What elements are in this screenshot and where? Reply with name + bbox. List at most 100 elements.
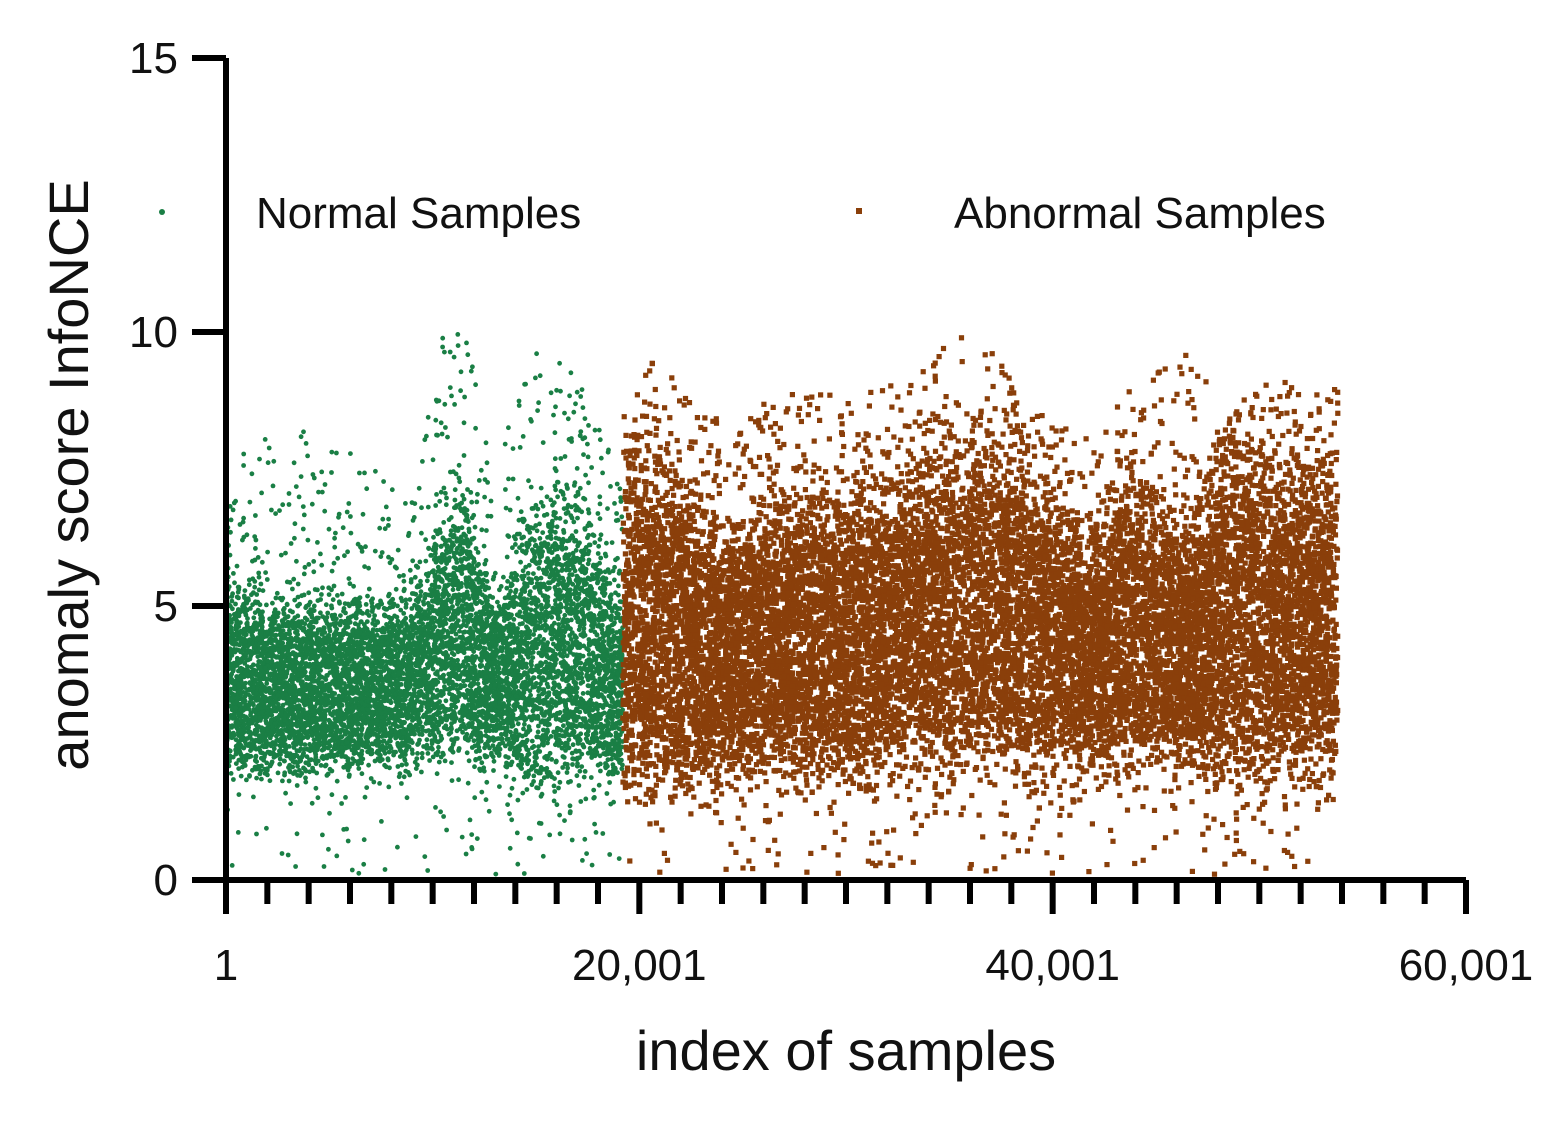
- data-point: [558, 780, 563, 785]
- data-point: [585, 442, 590, 447]
- data-point: [252, 579, 257, 584]
- data-point: [383, 526, 388, 531]
- data-point: [441, 520, 446, 525]
- data-point: [575, 574, 580, 579]
- data-point: [437, 499, 442, 504]
- data-point: [607, 852, 612, 857]
- data-point: [426, 415, 431, 420]
- data-point: [467, 569, 472, 574]
- data-point: [251, 615, 256, 620]
- data-point: [276, 626, 281, 631]
- data-point: [518, 622, 523, 627]
- data-point: [378, 554, 383, 559]
- data-point: [553, 487, 558, 492]
- data-point: [579, 764, 584, 769]
- data-point: [455, 687, 460, 692]
- data-point: [562, 613, 567, 618]
- data-point: [432, 624, 437, 629]
- data-point: [327, 592, 332, 597]
- data-point: [485, 480, 490, 485]
- data-point: [339, 801, 344, 806]
- data-point: [462, 453, 467, 458]
- data-point: [554, 468, 559, 473]
- data-point: [413, 575, 418, 580]
- data-point: [299, 434, 304, 439]
- data-point: [456, 526, 461, 531]
- data-point: [271, 484, 276, 489]
- data-point: [580, 858, 585, 863]
- data-point: [306, 538, 311, 543]
- data-point: [528, 538, 533, 543]
- data-point: [369, 776, 374, 781]
- data-point: [455, 332, 460, 337]
- data-point: [301, 527, 306, 532]
- data-point: [280, 851, 285, 856]
- data-point: [263, 570, 268, 575]
- data-point: [533, 637, 538, 642]
- data-point: [565, 663, 570, 668]
- data-point: [379, 819, 384, 824]
- data-point: [448, 385, 453, 390]
- data-point: [415, 751, 420, 756]
- data-point: [314, 640, 319, 645]
- data-point: [380, 550, 385, 555]
- data-point: [405, 795, 410, 800]
- data-point: [240, 538, 245, 543]
- series-normal-points: [224, 332, 625, 876]
- data-point: [265, 550, 270, 555]
- data-point: [536, 730, 541, 735]
- data-point: [615, 770, 620, 775]
- data-point: [508, 508, 513, 513]
- data-point: [553, 456, 558, 461]
- data-point: [535, 408, 540, 413]
- data-point: [562, 506, 567, 511]
- data-point: [475, 492, 480, 497]
- data-point: [555, 524, 560, 529]
- data-point: [470, 364, 475, 369]
- data-point: [394, 587, 399, 592]
- data-point: [582, 837, 587, 842]
- data-point: [597, 783, 602, 788]
- data-point: [501, 575, 506, 580]
- data-point: [319, 592, 324, 597]
- data-point: [319, 763, 324, 768]
- data-point: [516, 721, 521, 726]
- data-point: [548, 580, 553, 585]
- data-point: [605, 791, 610, 796]
- data-point: [570, 838, 575, 843]
- data-point: [443, 425, 448, 430]
- data-point: [285, 580, 290, 585]
- data-point: [617, 760, 622, 765]
- data-point: [619, 766, 624, 771]
- data-point: [531, 571, 536, 576]
- data-point: [320, 833, 325, 838]
- data-point: [283, 551, 288, 556]
- data-point: [294, 559, 299, 564]
- data-point: [464, 852, 469, 857]
- data-point: [503, 487, 508, 492]
- data-point: [303, 565, 308, 570]
- data-point: [253, 513, 258, 518]
- data-point: [236, 587, 241, 592]
- data-point: [377, 781, 382, 786]
- data-point: [299, 771, 304, 776]
- data-point: [323, 482, 328, 487]
- data-point: [565, 770, 570, 775]
- data-point: [554, 388, 559, 393]
- data-point: [618, 486, 623, 491]
- data-point: [593, 428, 598, 433]
- data-point: [395, 604, 400, 609]
- data-point: [458, 388, 463, 393]
- data-point: [464, 341, 469, 346]
- data-point: [461, 679, 466, 684]
- data-point: [345, 510, 350, 515]
- data-point: [561, 723, 566, 728]
- data-point: [463, 630, 468, 635]
- data-point: [247, 582, 252, 587]
- data-point: [430, 583, 435, 588]
- data-point: [598, 502, 603, 507]
- data-point: [504, 506, 509, 511]
- data-point: [575, 761, 580, 766]
- data-point: [610, 540, 615, 545]
- data-point: [557, 537, 562, 542]
